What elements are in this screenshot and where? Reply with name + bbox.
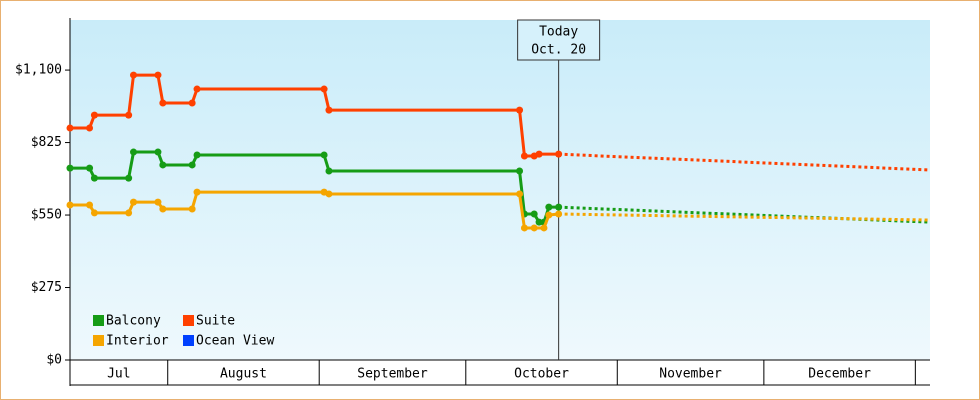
point — [130, 148, 138, 156]
point — [193, 188, 201, 196]
legend-label: Suite — [196, 314, 235, 329]
legend-label: Ocean View — [196, 334, 274, 349]
y-tick-label: $1,100 — [15, 63, 62, 78]
point — [188, 205, 196, 213]
point — [90, 174, 98, 182]
y-tick-label: $550 — [31, 208, 62, 223]
point — [535, 218, 543, 226]
point — [545, 211, 553, 219]
forecast-line — [558, 152, 931, 172]
x-tick-label: October — [514, 367, 569, 382]
point — [535, 150, 543, 158]
forecast-line — [558, 212, 931, 222]
point — [159, 99, 167, 107]
point — [540, 224, 548, 232]
point — [154, 71, 162, 79]
point — [130, 71, 138, 79]
point — [125, 174, 133, 182]
point — [188, 161, 196, 169]
point — [154, 148, 162, 156]
y-tick-label: $0 — [46, 353, 62, 368]
point — [193, 85, 201, 93]
series-line — [70, 73, 559, 158]
point — [520, 224, 528, 232]
legend-label: Balcony — [106, 314, 161, 329]
point — [516, 167, 524, 175]
x-tick-label: September — [357, 367, 428, 382]
point — [90, 111, 98, 119]
point — [520, 152, 528, 160]
point — [130, 198, 138, 206]
x-tick-label: December — [808, 367, 871, 382]
today-box — [517, 19, 601, 61]
point — [154, 198, 162, 206]
point — [193, 151, 201, 159]
legend-swatch — [183, 335, 194, 346]
point — [86, 124, 94, 132]
point — [530, 224, 538, 232]
point — [325, 106, 333, 114]
legend-swatch — [93, 315, 104, 326]
forecast-line — [558, 205, 931, 224]
legend-swatch — [93, 335, 104, 346]
point — [516, 106, 524, 114]
point — [90, 209, 98, 217]
point — [86, 201, 94, 209]
y-tick-label: $825 — [31, 135, 62, 150]
point — [125, 209, 133, 217]
y-tick-label: $275 — [31, 280, 62, 295]
point — [545, 203, 553, 211]
point — [320, 85, 328, 93]
point — [516, 190, 524, 198]
point — [86, 164, 94, 172]
x-tick-label: November — [659, 367, 722, 382]
point — [159, 161, 167, 169]
today-label: Oct. 20 — [531, 43, 586, 58]
point — [66, 124, 74, 132]
point — [325, 167, 333, 175]
plot-area — [70, 20, 930, 360]
x-tick-label: August — [220, 367, 267, 382]
legend-swatch — [183, 315, 194, 326]
today-label: Today — [539, 25, 578, 40]
point — [66, 164, 74, 172]
point — [125, 111, 133, 119]
point — [159, 205, 167, 213]
legend-label: Interior — [106, 334, 169, 349]
x-tick-label: Jul — [107, 367, 130, 382]
point — [555, 210, 563, 218]
point — [555, 150, 563, 158]
point — [555, 203, 563, 211]
point — [66, 201, 74, 209]
point — [530, 210, 538, 218]
point — [325, 190, 333, 198]
point — [320, 151, 328, 159]
point — [188, 99, 196, 107]
